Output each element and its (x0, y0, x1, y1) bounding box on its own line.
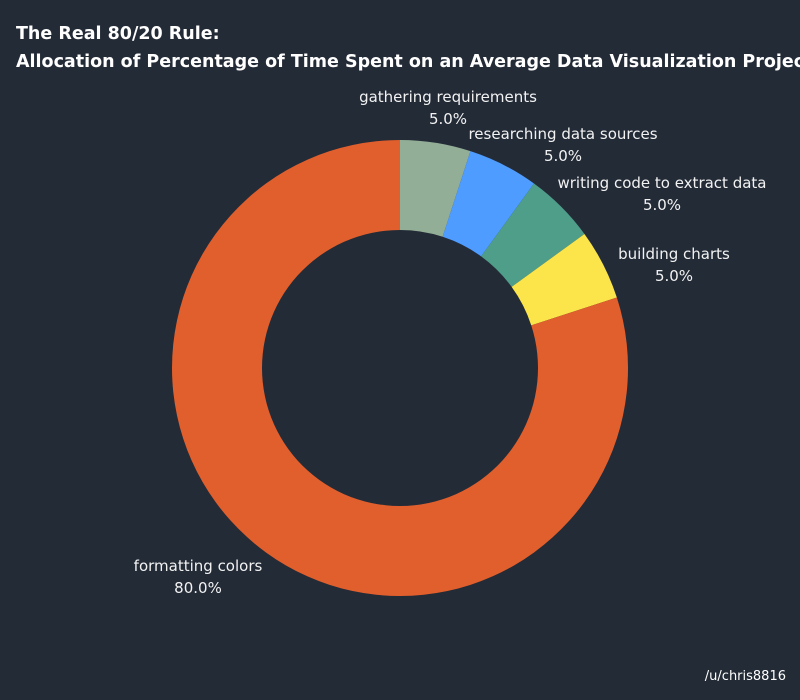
slice-label-gathering-requirements: gathering requirements (359, 88, 537, 106)
donut-slices (172, 140, 628, 596)
slice-value-building-charts: 5.0% (655, 267, 693, 285)
slice-building-charts (511, 233, 617, 326)
chart-subtitle: Allocation of Percentage of Time Spent o… (16, 52, 800, 72)
slice-label-writing-code-to-extract-data: writing code to extract data (558, 174, 767, 192)
slice-label-building-charts: building charts (618, 245, 730, 263)
slice-value-researching-data-sources: 5.0% (544, 147, 582, 165)
slice-formatting-colors (172, 140, 628, 596)
slice-value-writing-code-to-extract-data: 5.0% (643, 196, 681, 214)
slice-writing-code-to-extract-data (481, 183, 585, 287)
slice-value-gathering-requirements: 5.0% (429, 110, 467, 128)
slice-gathering-requirements (400, 140, 471, 237)
chart-title-block: The Real 80/20 Rule: Allocation of Perce… (16, 20, 800, 76)
slice-label-formatting-colors: formatting colors (134, 557, 263, 575)
slice-label-researching-data-sources: researching data sources (468, 125, 657, 143)
chart-title: The Real 80/20 Rule: (16, 24, 220, 44)
slice-researching-data-sources (442, 151, 535, 257)
slice-value-formatting-colors: 80.0% (174, 579, 222, 597)
author-credit: /u/chris8816 (704, 669, 786, 684)
